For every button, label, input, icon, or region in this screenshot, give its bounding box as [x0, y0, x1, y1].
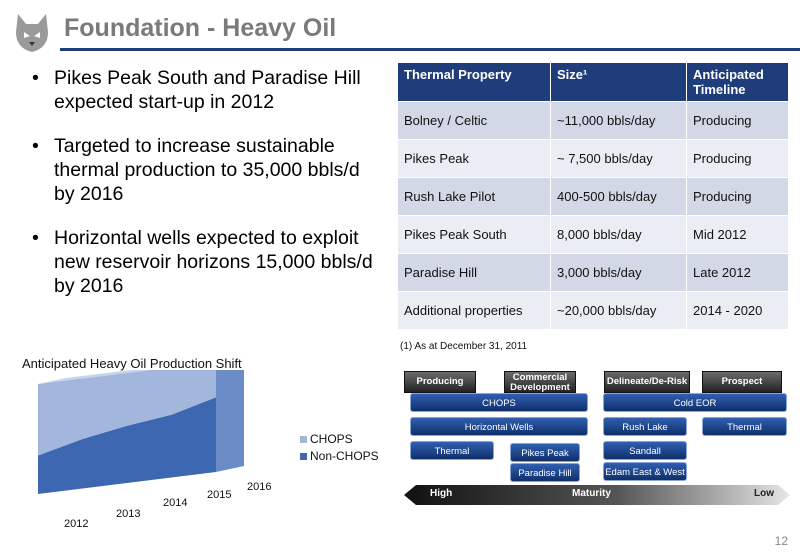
category-prospect-inventory: Prospect Inventory [702, 371, 782, 407]
table-cell: ~20,000 bbls/day [550, 291, 687, 330]
table-cell: Late 2012 [686, 253, 789, 292]
area-series-chops [38, 370, 216, 456]
x-tick-label: 2013 [116, 508, 141, 520]
table-cell: Pikes Peak [397, 139, 551, 178]
legend-item-chops: CHOPS [300, 432, 379, 446]
maturity-high-label: High [430, 488, 453, 499]
table-cell: Producing [686, 101, 789, 140]
category-commercial-development: Commercial Development [504, 371, 576, 393]
page-title: Foundation - Heavy Oil [64, 14, 337, 42]
column-header: Size¹ [550, 62, 687, 102]
x-tick-label: 2014 [163, 497, 188, 509]
bar-edam-east-west: Edam East & West [603, 462, 687, 481]
bar-cold-eor: Cold EOR [603, 393, 787, 412]
table-footnote: (1) As at December 31, 2011 [400, 341, 528, 352]
page-number: 12 [774, 534, 788, 548]
table-row: Additional properties ~20,000 bbls/day 2… [397, 291, 789, 330]
bar-paradise-hill: Paradise Hill [510, 463, 580, 482]
table-row: Rush Lake Pilot 400-500 bbls/day Produci… [397, 177, 789, 216]
title-divider [60, 48, 800, 51]
table-cell: Producing [686, 139, 789, 178]
table-cell: Mid 2012 [686, 215, 789, 254]
bullet-list: Pikes Peak South and Paradise Hill expec… [30, 66, 380, 318]
table-row: Pikes Peak South 8,000 bbls/day Mid 2012 [397, 215, 789, 254]
maturity-label: Maturity [572, 488, 611, 499]
table-header-row: Thermal Property Size¹ Anticipated Timel… [397, 62, 789, 102]
category-delineate-de-risk: Delineate/De-Risk [604, 371, 690, 393]
bar-sandall: Sandall [603, 441, 687, 460]
x-tick-label: 2016 [247, 481, 272, 493]
table-cell: ~ 7,500 bbls/day [550, 139, 687, 178]
table-cell: Additional properties [397, 291, 551, 330]
table-cell: Rush Lake Pilot [397, 177, 551, 216]
table-row: Pikes Peak ~ 7,500 bbls/day Producing [397, 139, 789, 178]
bar-rush-lake: Rush Lake [603, 417, 687, 436]
area-series-non-chops [38, 397, 216, 494]
production-shift-chart [38, 370, 244, 494]
table-cell: Paradise Hill [397, 253, 551, 292]
table-row: Paradise Hill 3,000 bbls/day Late 2012 [397, 253, 789, 292]
legend-label: Non-CHOPS [310, 449, 379, 463]
husky-logo-icon [16, 14, 48, 52]
table-cell: 3,000 bbls/day [550, 253, 687, 292]
bullet-item: Pikes Peak South and Paradise Hill expec… [30, 66, 380, 114]
table-row: Bolney / Celtic ~11,000 bbls/day Produci… [397, 101, 789, 140]
bullet-item: Targeted to increase sustainable thermal… [30, 134, 380, 206]
bar-thermal: Thermal [410, 441, 494, 460]
legend-swatch [300, 452, 307, 460]
chart-title: Anticipated Heavy Oil Production Shift [22, 356, 242, 371]
bar-chops: CHOPS [410, 393, 588, 412]
thermal-property-table: Thermal Property Size¹ Anticipated Timel… [397, 62, 789, 330]
bullet-item: Horizontal wells expected to exploit new… [30, 226, 380, 298]
table-cell: 8,000 bbls/day [550, 215, 687, 254]
table-cell: ~11,000 bbls/day [550, 101, 687, 140]
chart-side-face [216, 370, 244, 472]
maturity-arrow [404, 485, 790, 505]
legend-label: CHOPS [310, 432, 353, 446]
legend-item-non-chops: Non-CHOPS [300, 449, 379, 463]
category-producing: Producing [404, 371, 476, 393]
maturity-low-label: Low [754, 488, 774, 499]
bar-horizontal-wells: Horizontal Wells [410, 417, 588, 436]
x-tick-label: 2012 [64, 518, 89, 530]
bar-thermal-prospect: Thermal [702, 417, 787, 436]
table-cell: Bolney / Celtic [397, 101, 551, 140]
table-cell: Pikes Peak South [397, 215, 551, 254]
maturity-diagram: Producing Commercial Development Delinea… [400, 364, 792, 519]
legend-swatch [300, 435, 307, 443]
column-header: Thermal Property [397, 62, 551, 102]
bar-pikes-peak-south: Pikes Peak South [510, 443, 580, 478]
table-cell: 400-500 bbls/day [550, 177, 687, 216]
table-cell: Producing [686, 177, 789, 216]
column-header: Anticipated Timeline [686, 62, 789, 102]
x-tick-label: 2015 [207, 489, 232, 501]
chart-legend: CHOPS Non-CHOPS [300, 432, 379, 466]
table-cell: 2014 - 2020 [686, 291, 789, 330]
